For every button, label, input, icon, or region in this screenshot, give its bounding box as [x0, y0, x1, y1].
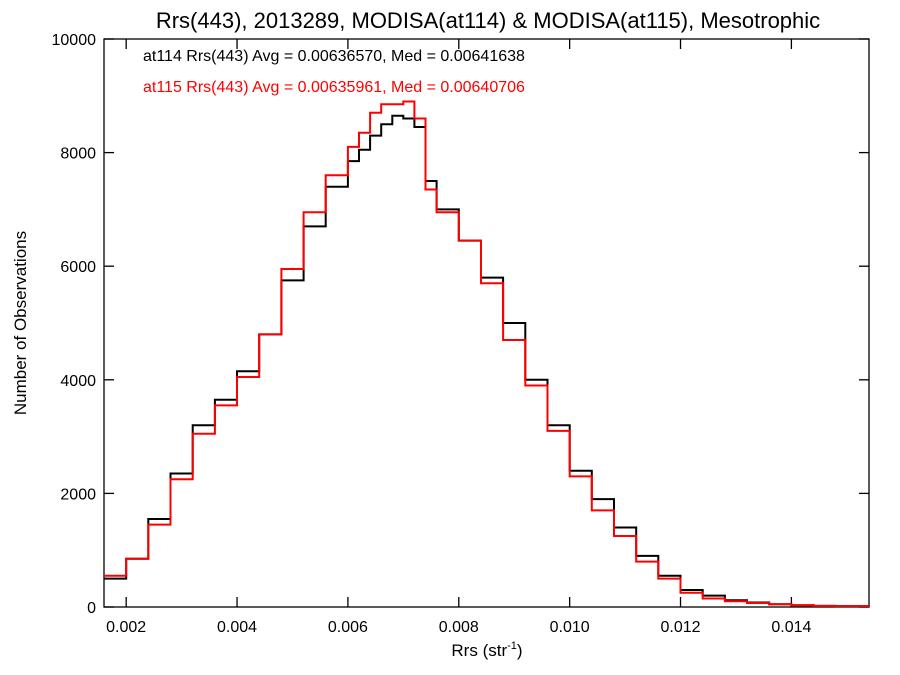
y-axis-ticks: 0 2000 4000 6000 8000 10000	[52, 32, 869, 617]
y-tick-label: 0	[87, 600, 96, 617]
x-axis-label-main: Rrs (str	[451, 641, 507, 660]
x-tick-label: 0.002	[106, 619, 146, 636]
x-tick-label: 0.004	[217, 619, 257, 636]
x-tick-label: 0.014	[771, 619, 811, 636]
x-tick-label: 0.008	[439, 619, 479, 636]
x-tick-label: 0.010	[550, 619, 590, 636]
plot-frame	[103, 38, 870, 608]
y-tick-label: 8000	[60, 146, 96, 163]
series-group	[104, 100, 870, 608]
legend-entry-at115: at115 Rrs(443) Avg = 0.00635961, Med = 0…	[143, 79, 525, 96]
x-axis-label-end: )	[517, 641, 523, 660]
y-tick-label: 2000	[60, 486, 96, 503]
x-axis-label-sup: -1	[507, 640, 517, 652]
x-axis-ticks: 0.002 0.004 0.006 0.008 0.010 0.012 0.014	[106, 39, 812, 636]
x-axis-label: Rrs (str-1)	[451, 640, 522, 660]
series-line-at114	[104, 114, 870, 608]
y-axis-label: Number of Observations	[11, 231, 30, 415]
series-line-at115	[104, 100, 870, 608]
x-tick-label: 0.006	[328, 619, 368, 636]
y-tick-label: 4000	[60, 373, 96, 390]
y-tick-label: 10000	[52, 32, 97, 49]
chart-title: Rrs(443), 2013289, MODISA(at114) & MODIS…	[156, 8, 820, 33]
x-tick-label: 0.012	[660, 619, 700, 636]
legend-entry-at114: at114 Rrs(443) Avg = 0.00636570, Med = 0…	[143, 48, 525, 65]
y-tick-label: 6000	[60, 259, 96, 276]
